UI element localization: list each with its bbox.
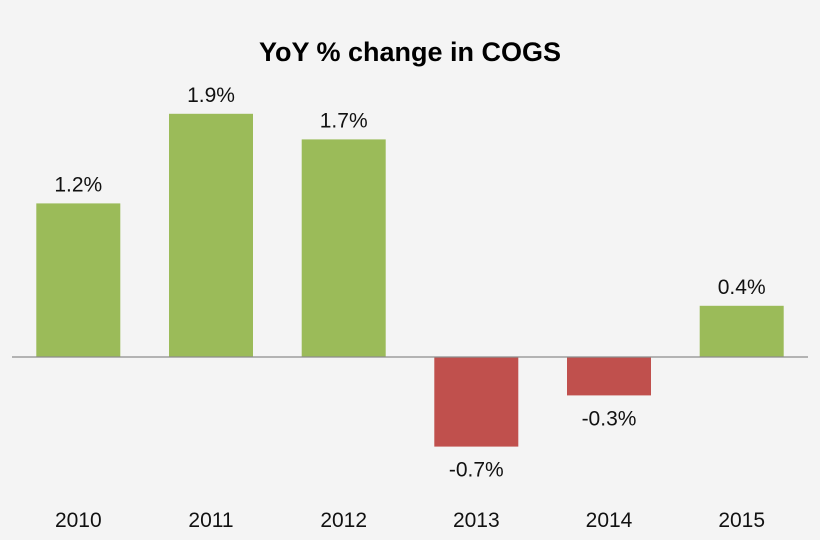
bars-layer — [36, 113, 784, 447]
x-tick-labels-layer: 2010 2011 2012 2013 2014 2015 — [55, 509, 765, 532]
x-tick-2012: 2012 — [320, 509, 367, 532]
data-label-2010: 1.2% — [54, 173, 102, 196]
chart-title: YoY % change in COGS — [259, 37, 561, 67]
bar-2014 — [567, 357, 651, 396]
data-label-2012: 1.7% — [320, 109, 368, 132]
bar-2012 — [301, 139, 386, 357]
bar-2015 — [699, 305, 784, 357]
bar-2011 — [169, 113, 253, 357]
data-label-2015: 0.4% — [718, 276, 766, 299]
bar-2013 — [434, 357, 519, 447]
x-tick-2010: 2010 — [55, 509, 102, 532]
data-label-2011: 1.9% — [187, 84, 235, 107]
x-tick-2015: 2015 — [718, 509, 765, 532]
bar-2010 — [36, 203, 121, 357]
data-label-2014: -0.3% — [582, 407, 637, 430]
x-tick-2013: 2013 — [453, 509, 500, 532]
x-tick-2011: 2011 — [188, 509, 233, 532]
x-tick-2014: 2014 — [586, 509, 633, 532]
data-label-2013: -0.7% — [449, 459, 504, 482]
data-labels-layer: 1.2% 1.9% 1.7% -0.7% -0.3% 0.4% — [54, 84, 765, 482]
